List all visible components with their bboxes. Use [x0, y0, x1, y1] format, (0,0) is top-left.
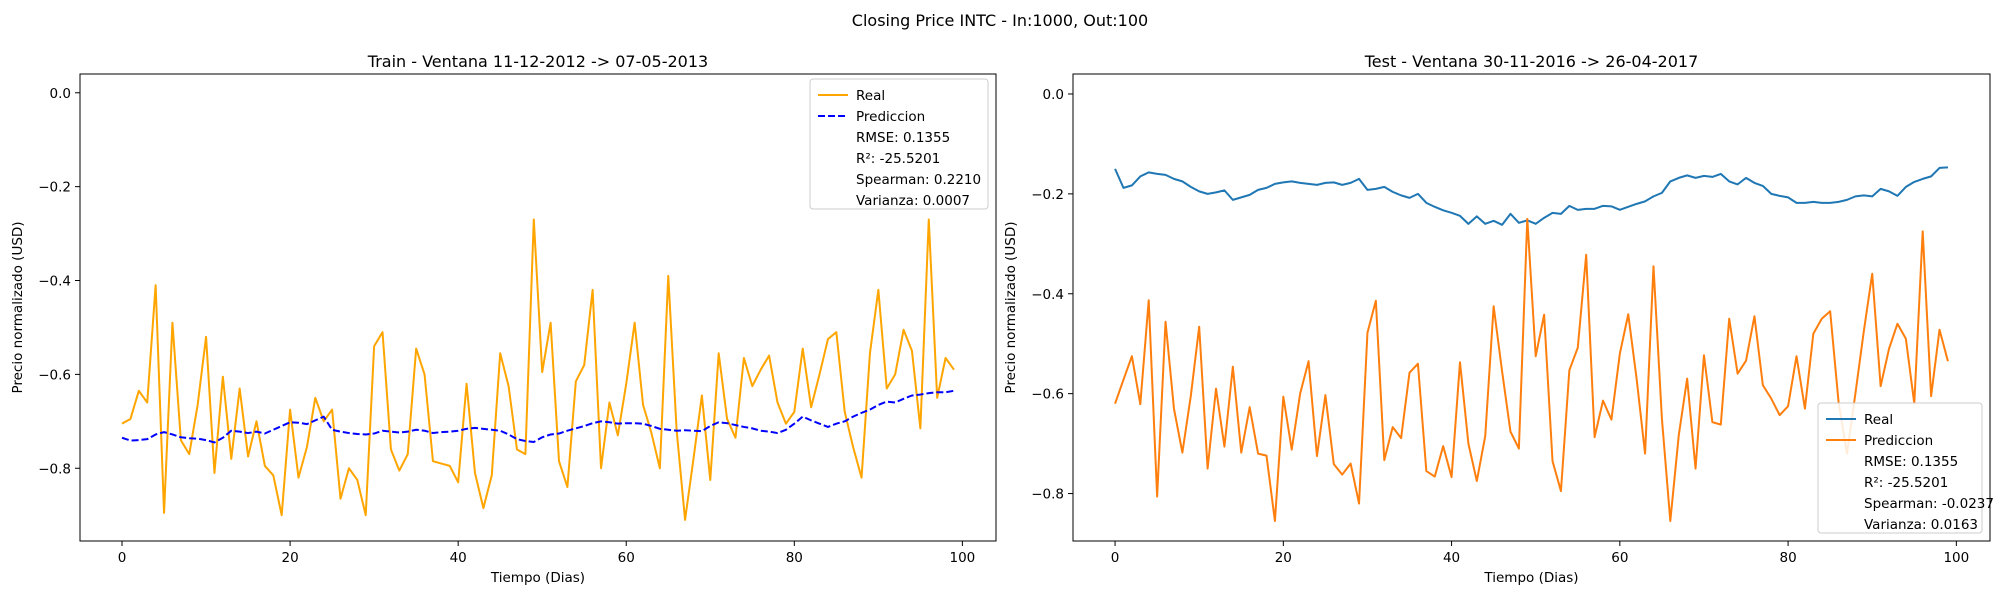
- legend-stat: Spearman: -0.0237: [1864, 496, 1994, 512]
- train-chart-panel: Train - Ventana 11-12-2012 -> 07-05-2013…: [10, 52, 997, 586]
- y-tick-label: −0.8: [38, 461, 71, 477]
- y-tick-label: −0.2: [38, 180, 71, 196]
- x-tick-label: 0: [1111, 550, 1120, 566]
- x-tick-label: 20: [1275, 550, 1292, 566]
- legend-stat: Spearman: 0.2210: [856, 172, 981, 188]
- legend-label: Prediccion: [856, 109, 925, 125]
- figure-suptitle: Closing Price INTC - In:1000, Out:100: [852, 11, 1148, 30]
- chart-legend: Real Prediccion RMSE: 0.1355 R²: -25.5201 Sp…: [809, 78, 989, 210]
- plot-frame: [79, 73, 997, 542]
- series-line-real: [121, 218, 955, 521]
- plot-frame: [1072, 73, 1991, 542]
- x-tick-label: 40: [1443, 550, 1460, 566]
- x-tick-label: 60: [1611, 550, 1628, 566]
- legend-box: [1817, 402, 1983, 534]
- y-tick-label: −0.2: [1031, 187, 1064, 203]
- legend-stat: RMSE: 0.1355: [856, 130, 950, 146]
- x-tick-label: 100: [1943, 550, 1969, 566]
- y-tick-label: −0.4: [38, 274, 71, 290]
- y-tick-label: −0.4: [1031, 287, 1064, 303]
- legend-box: [809, 78, 989, 210]
- legend-label: Real: [856, 88, 885, 104]
- legend-label: Real: [1864, 412, 1893, 428]
- x-tick-label: 80: [1779, 550, 1796, 566]
- legend-stat: R²: -25.5201: [856, 151, 940, 167]
- legend-label: Prediccion: [1864, 433, 1933, 449]
- x-axis-label: Tiempo (Dias): [490, 570, 585, 586]
- x-axis-label: Tiempo (Dias): [1483, 570, 1578, 586]
- test-chart-panel: Test - Ventana 30-11-2016 -> 26-04-2017 0…: [1003, 52, 1994, 586]
- series-line-prediccion: [1114, 217, 1949, 523]
- y-axis-label: Precio normalizado (USD): [10, 221, 26, 393]
- chart-title: Train - Ventana 11-12-2012 -> 07-05-2013: [367, 52, 708, 71]
- y-tick-label: −0.6: [1031, 387, 1064, 403]
- y-axis-label: Precio normalizado (USD): [1003, 221, 1019, 393]
- chart-title: Test - Ventana 30-11-2016 -> 26-04-2017: [1364, 52, 1699, 71]
- series-line-real: [1114, 166, 1948, 226]
- y-tick-label: 0.0: [50, 86, 71, 102]
- legend-stat: Varianza: 0.0163: [1864, 517, 1978, 533]
- legend-stat: R²: -25.5201: [1864, 475, 1948, 491]
- y-tick-label: −0.6: [38, 367, 71, 383]
- series-line-prediccion: [121, 389, 955, 444]
- legend-stat: RMSE: 0.1355: [1864, 454, 1958, 470]
- x-tick-label: 20: [281, 550, 298, 566]
- x-tick-label: 60: [618, 550, 635, 566]
- chart-legend: Real Prediccion RMSE: 0.1355 R²: -25.5201 Sp…: [1817, 402, 1994, 534]
- x-tick-label: 40: [450, 550, 467, 566]
- y-tick-label: 0.0: [1043, 87, 1064, 103]
- y-tick-label: −0.8: [1031, 487, 1064, 503]
- x-tick-label: 0: [118, 550, 127, 566]
- legend-stat: Varianza: 0.0007: [856, 193, 970, 209]
- x-tick-label: 80: [786, 550, 803, 566]
- x-tick-label: 100: [949, 550, 975, 566]
